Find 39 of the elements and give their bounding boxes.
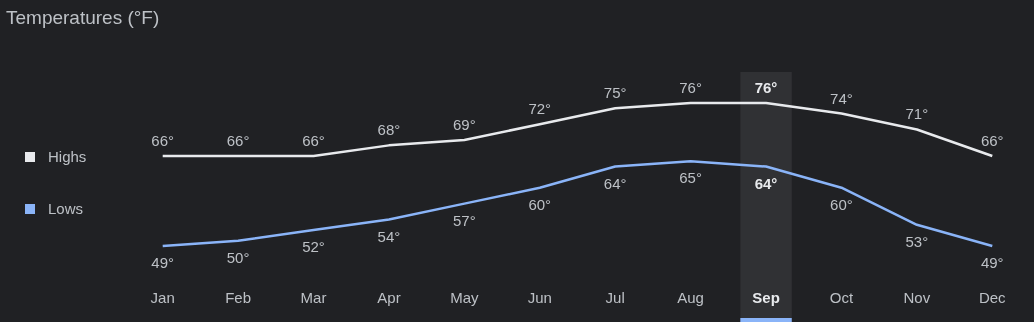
- x-tick-label: May: [450, 289, 480, 306]
- data-label: 72°: [528, 100, 552, 118]
- x-tick-label: Sep: [752, 289, 780, 306]
- x-tick-label: Dec: [978, 289, 1007, 306]
- data-label: 76°: [754, 79, 778, 96]
- data-label: 54°: [377, 227, 401, 245]
- data-label: 65°: [679, 169, 702, 187]
- data-label: 53°: [905, 232, 929, 250]
- data-label: 68°: [377, 121, 401, 139]
- x-tick-label: Feb: [225, 289, 252, 306]
- data-label: 66°: [302, 131, 325, 149]
- x-tick-label: Mar: [300, 289, 327, 306]
- data-label: 57°: [453, 211, 476, 229]
- legend-label: Lows: [48, 200, 84, 217]
- data-label: 52°: [302, 238, 325, 256]
- legend-label: Highs: [48, 148, 87, 165]
- data-label: 71°: [905, 105, 929, 123]
- chart-title: Temperatures (°F): [6, 7, 160, 28]
- data-label: 64°: [754, 174, 778, 192]
- x-tick-label: Apr: [377, 289, 401, 306]
- x-tick-label: Jan: [150, 289, 175, 306]
- x-tick-label: Aug: [677, 289, 704, 306]
- data-label: 69°: [453, 116, 476, 134]
- data-label: 75°: [603, 84, 627, 102]
- data-label: 66°: [980, 131, 1004, 149]
- data-label: 66°: [226, 131, 250, 149]
- data-label: 49°: [980, 254, 1004, 271]
- x-tick-label: Jul: [605, 289, 625, 306]
- data-label: 50°: [226, 248, 250, 266]
- data-label: 49°: [151, 254, 175, 271]
- x-tick-label: Jun: [527, 289, 552, 306]
- data-label: 76°: [679, 79, 702, 96]
- data-label: 66°: [151, 131, 175, 149]
- data-label: 60°: [830, 195, 853, 213]
- data-label: 60°: [528, 195, 552, 213]
- data-label: 74°: [830, 89, 853, 107]
- x-tick-label: Nov: [903, 289, 931, 306]
- data-label: 64°: [603, 174, 627, 192]
- x-tick-label: Oct: [829, 289, 854, 306]
